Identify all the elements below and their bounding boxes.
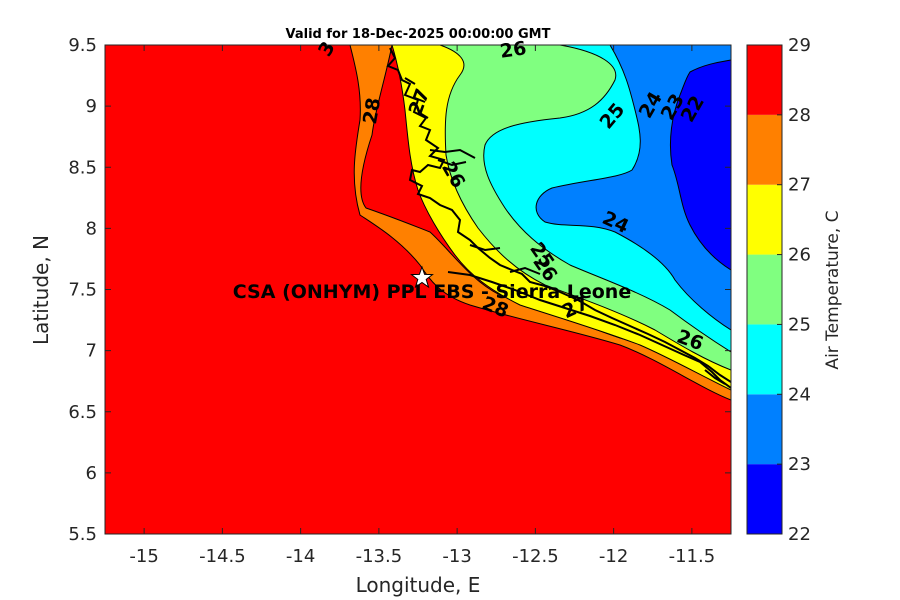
colorbar-swatch <box>747 114 782 185</box>
y-axis: 5.5 6 6.5 7 7.5 8 8.5 9 9.5 <box>68 35 731 545</box>
y-tick-label: 5.5 <box>68 524 97 545</box>
x-tick-label: -12.5 <box>512 546 559 567</box>
colorbar-swatch <box>747 394 782 465</box>
colorbar-tick-label: 23 <box>788 454 811 475</box>
x-tick-label: -13.5 <box>356 546 403 567</box>
x-axis-title: Longitude, E <box>356 573 481 597</box>
y-tick-label: 6.5 <box>68 402 97 423</box>
coastline-estuary <box>404 77 541 275</box>
x-tick-label: -13 <box>442 546 471 567</box>
x-tick-label: -11.5 <box>669 546 716 567</box>
colorbar-tick-label: 28 <box>788 105 811 126</box>
x-tick-label: -12 <box>599 546 628 567</box>
colorbar-frame <box>746 44 783 535</box>
x-tick-label: -14 <box>286 546 315 567</box>
colorbar-swatch <box>747 464 782 534</box>
site-label: CSA (ONHYM) PPL EBS - Sierra Leone <box>233 281 631 303</box>
y-tick-label: 8.5 <box>68 157 97 178</box>
y-tick-label: 7 <box>86 341 97 362</box>
colorbar-tick-label: 24 <box>788 384 811 405</box>
coastline-island-shore <box>447 271 701 363</box>
plot-title: Valid for 18-Dec-2025 00:00:00 GMT <box>286 27 551 42</box>
colorbar-title: Air Temperature, C <box>823 210 843 369</box>
colorbar-swatch <box>747 45 782 115</box>
colorbar-tick-label: 26 <box>788 245 811 266</box>
contour-label: 28 <box>359 96 385 126</box>
star-icon <box>410 265 434 289</box>
colorbar-tick-label: 27 <box>788 175 811 196</box>
x-tick-label: -15 <box>129 546 158 567</box>
coastline-main <box>386 47 731 383</box>
colorbar-swatch <box>747 184 782 255</box>
coastline <box>386 47 731 389</box>
coastline-south-shore <box>699 361 731 389</box>
y-tick-label: 7.5 <box>68 280 97 301</box>
y-tick-label: 8 <box>86 218 97 239</box>
filled-contours <box>105 45 731 534</box>
colorbar-swatch <box>747 254 782 325</box>
band-22 <box>669 59 731 271</box>
site-marker <box>410 265 434 289</box>
contour-label: 26 <box>499 37 528 62</box>
y-tick-label: 9.5 <box>68 35 97 56</box>
colorbar-tick-label: 29 <box>788 35 811 56</box>
colorbar-tick-label: 25 <box>788 314 811 335</box>
y-tick-label: 9 <box>86 96 97 117</box>
colorbar-tick-label: 22 <box>788 524 811 545</box>
x-axis: -15 -14.5 -14 -13.5 -13 -12.5 -12 -11.5 <box>129 45 715 567</box>
colorbar-swatch <box>747 324 782 395</box>
y-axis-title: Latitude, N <box>29 235 53 345</box>
x-tick-label: -14.5 <box>199 546 246 567</box>
colorbar: 22 23 24 25 26 27 28 29 <box>746 35 811 545</box>
y-tick-label: 6 <box>86 463 97 484</box>
